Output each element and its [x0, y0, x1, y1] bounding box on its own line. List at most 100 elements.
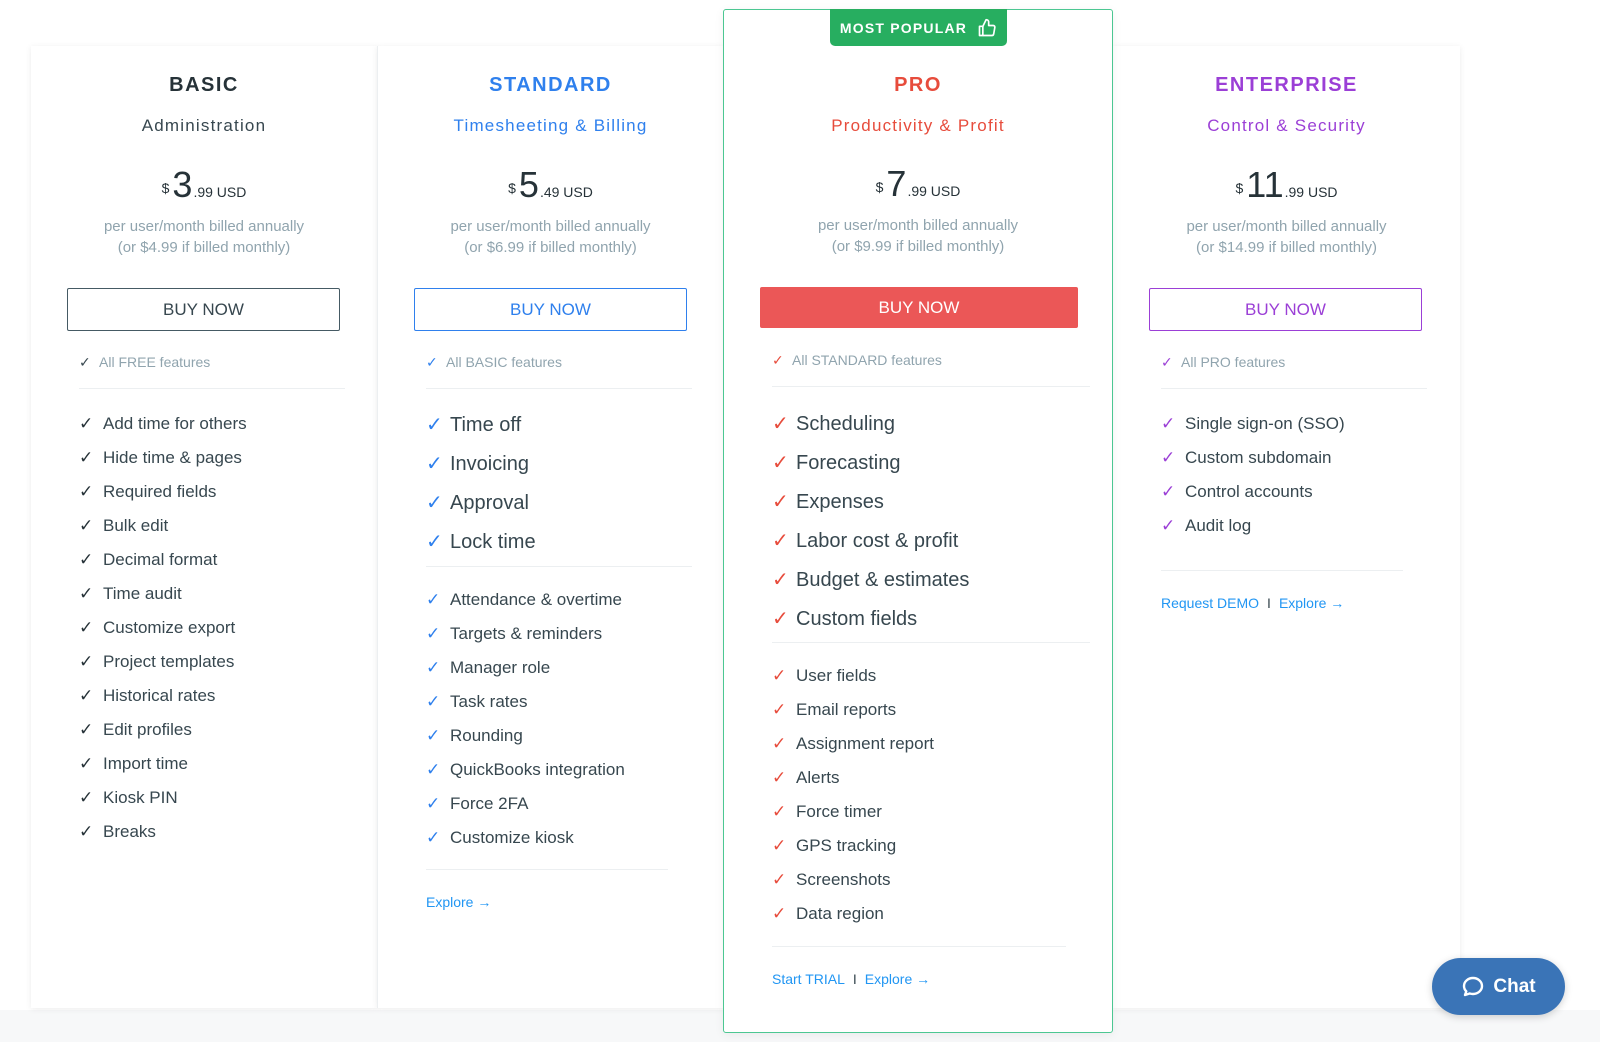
plan-subtitle: Control & Security — [1207, 116, 1366, 135]
billing-annual: per user/month billed annually — [1186, 218, 1387, 235]
features-included: ✓ All STANDARD features — [772, 352, 942, 369]
check-icon: ✓ — [426, 760, 441, 779]
explore-link[interactable]: Explore → — [426, 894, 492, 910]
check-icon: ✓ — [79, 354, 91, 370]
card-links: Start TRIAL I Explore → — [772, 971, 930, 987]
start-trial-link[interactable]: Start TRIAL — [772, 971, 845, 987]
check-icon: ✓ — [772, 491, 789, 513]
billing-monthly: (or $14.99 if billed monthly) — [1196, 239, 1377, 256]
feature-list: ✓ Attendance & overtime ✓ Targets & reminde… — [426, 583, 625, 855]
check-icon: ✓ — [426, 492, 443, 514]
billing-annual: per user/month billed annually — [103, 218, 305, 235]
feature-label: Breaks — [103, 822, 156, 841]
section-divider — [79, 388, 345, 389]
price-decimal: .99 USD — [1284, 184, 1338, 200]
feature-item: ✓ Audit log — [1161, 509, 1345, 543]
check-icon: ✓ — [772, 608, 789, 630]
plan-price: $5.49 USD — [378, 164, 723, 206]
check-icon: ✓ — [772, 734, 787, 753]
feature-label: Required fields — [103, 482, 217, 501]
feature-label: Scheduling — [796, 413, 895, 435]
check-icon: ✓ — [426, 794, 441, 813]
feature-label: QuickBooks integration — [450, 760, 625, 779]
link-separator: I — [1267, 595, 1271, 611]
feature-label: Bulk edit — [103, 516, 169, 535]
check-icon: ✓ — [79, 720, 94, 739]
check-icon: ✓ — [1161, 448, 1176, 467]
feature-item: ✓ Email reports — [772, 693, 934, 727]
most-popular-badge: MOST POPULAR — [830, 9, 1007, 46]
feature-item: ✓ Custom subdomain — [1161, 441, 1345, 475]
feature-item: ✓ Screenshots — [772, 863, 934, 897]
feature-label: Alerts — [796, 768, 840, 787]
features-included-label: All BASIC features — [446, 354, 562, 370]
feature-item: ✓ Scheduling — [772, 405, 969, 444]
plan-subtitle: Administration — [141, 116, 267, 135]
feature-item: ✓ Historical rates — [79, 679, 247, 713]
feature-item: ✓ Import time — [79, 747, 247, 781]
feature-item: ✓ Labor cost & profit — [772, 522, 969, 561]
feature-item: ✓ Expenses — [772, 483, 969, 522]
badge-label: MOST POPULAR — [839, 19, 968, 36]
feature-item: ✓ Alerts — [772, 761, 934, 795]
section-divider — [426, 869, 668, 870]
feature-item: ✓ Approval — [426, 484, 536, 523]
feature-label: Budget & estimates — [796, 569, 970, 591]
check-icon: ✓ — [79, 584, 94, 603]
check-icon: ✓ — [79, 550, 94, 569]
check-icon: ✓ — [79, 414, 94, 433]
check-icon: ✓ — [772, 802, 787, 821]
check-icon: ✓ — [772, 904, 787, 923]
request-demo-link[interactable]: Request DEMO — [1161, 595, 1260, 611]
plan-name: ENTERPRISE — [1215, 74, 1358, 96]
section-divider — [1161, 570, 1403, 571]
feature-item: ✓ Customize export — [79, 611, 247, 645]
check-icon: ✓ — [79, 788, 94, 807]
check-icon: ✓ — [772, 700, 787, 719]
explore-link[interactable]: Explore → — [1278, 595, 1345, 611]
feature-label: Project templates — [103, 652, 235, 671]
feature-label: Customize kiosk — [450, 828, 574, 847]
billing-monthly: (or $9.99 if billed monthly) — [831, 238, 1005, 255]
price-integer: 5 — [518, 164, 539, 205]
feature-label: Manager role — [450, 658, 551, 677]
section-divider — [1161, 388, 1427, 389]
plan-card-standard: STANDARD Timesheeting & Billing $5.49 US… — [377, 46, 723, 1008]
feature-label: Customize export — [103, 618, 236, 637]
card-links: Explore → — [426, 894, 491, 910]
buy-now-button[interactable]: BUY NOW — [414, 288, 687, 331]
feature-item: ✓ Manager role — [426, 651, 625, 685]
feature-item: ✓ Attendance & overtime — [426, 583, 625, 617]
plan-name: STANDARD — [489, 74, 612, 96]
price-decimal: .99 USD — [193, 184, 247, 200]
feature-item: ✓ Required fields — [79, 475, 247, 509]
feature-label: Assignment report — [796, 734, 934, 753]
feature-label: Time audit — [103, 584, 182, 603]
feature-label: GPS tracking — [796, 836, 897, 855]
thumbs-up-icon — [978, 18, 996, 36]
feature-item: ✓ Time audit — [79, 577, 247, 611]
check-icon: ✓ — [426, 354, 438, 370]
check-icon: ✓ — [1161, 354, 1173, 370]
feature-item: ✓ User fields — [772, 659, 934, 693]
feature-list-primary: ✓ Scheduling ✓ Forecasting ✓ Expenses ✓ Labor c… — [772, 405, 969, 639]
explore-link[interactable]: Explore → — [864, 971, 931, 987]
buy-now-button[interactable]: BUY NOW — [1149, 288, 1422, 331]
plan-subtitle: Productivity & Profit — [831, 116, 1005, 135]
chat-button[interactable]: Chat — [1432, 958, 1565, 1015]
feature-item: ✓ Customize kiosk — [426, 821, 625, 855]
buy-now-button[interactable]: BUY NOW — [760, 287, 1078, 328]
check-icon: ✓ — [772, 530, 789, 552]
feature-item: ✓ Control accounts — [1161, 475, 1345, 509]
feature-label: Data region — [796, 904, 884, 923]
feature-label: Rounding — [450, 726, 523, 745]
feature-label: Task rates — [450, 692, 528, 711]
check-icon: ✓ — [79, 686, 94, 705]
check-icon: ✓ — [772, 413, 789, 435]
buy-now-button[interactable]: BUY NOW — [67, 288, 340, 331]
feature-label: Import time — [103, 754, 189, 773]
feature-label: Force timer — [796, 802, 882, 821]
plan-price: $11.99 USD — [1113, 164, 1460, 206]
card-links: Request DEMO I Explore → — [1161, 595, 1344, 611]
plan-price: $7.99 USD — [724, 163, 1112, 205]
